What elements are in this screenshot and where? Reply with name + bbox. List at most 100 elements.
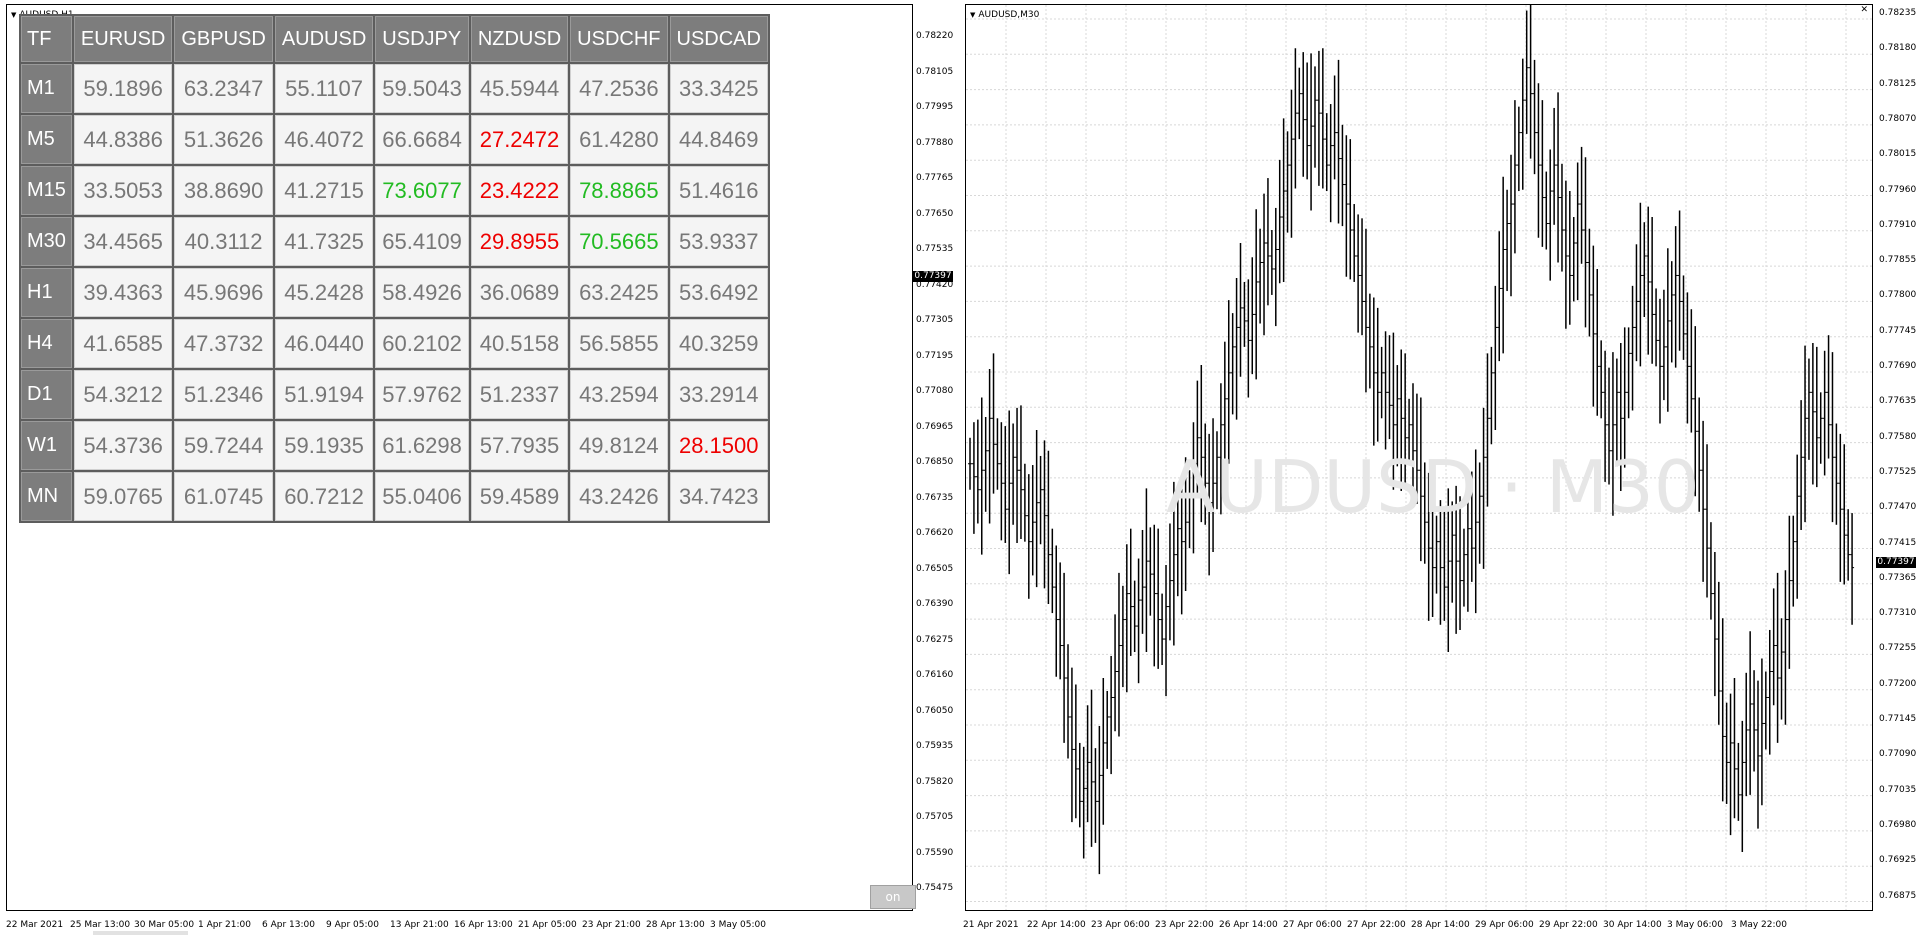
ohlc-bar	[1642, 222, 1647, 318]
time-tick-label: 22 Apr 14:00	[1027, 920, 1086, 930]
ohlc-bar	[1575, 162, 1580, 301]
rsi-value-cell: 57.7935	[470, 421, 569, 470]
time-tick-label: 3 May 06:00	[1667, 920, 1723, 930]
rsi-value-cell: 28.1500	[669, 421, 768, 470]
ohlc-bar	[1116, 572, 1121, 737]
chart-window-audusd-m30[interactable]: ▼ AUDUSD,M30 ✕ AUDUSD · M30 0.78235 0.7818…	[960, 0, 1920, 935]
ohlc-bar	[1371, 297, 1376, 446]
ohlc-bar	[1026, 474, 1031, 599]
ohlc-bar	[1320, 48, 1325, 189]
chart-window-audusd-h1[interactable]: ▼AUDUSD,H1 AUDUSD · H1 TFEURUSDGBPUSDAUD…	[0, 0, 957, 935]
time-tick-label: 23 Apr 21:00	[582, 920, 641, 930]
ohlc-bar	[1748, 631, 1753, 795]
ohlc-bar	[1705, 444, 1710, 598]
rsi-value-cell: 49.8124	[570, 421, 668, 470]
ohlc-bar	[1783, 570, 1788, 725]
ohlc-bar	[1638, 202, 1643, 367]
ohlc-bar	[1007, 410, 1012, 575]
horizontal-scrollbar[interactable]	[93, 931, 188, 935]
time-tick-label: 27 Apr 06:00	[1283, 920, 1342, 930]
ohlc-bar	[1258, 228, 1263, 324]
price-tick-label: 0.76980	[1879, 819, 1917, 830]
close-icon[interactable]: ✕	[1860, 5, 1868, 15]
rsi-value-cell: 43.2594	[570, 370, 668, 419]
ohlc-bar	[1603, 350, 1608, 482]
ohlc-bar	[1779, 618, 1784, 720]
column-header-nzdusd: NZDUSD	[470, 16, 569, 62]
rsi-value-cell: 23.4222	[470, 166, 569, 215]
ohlc-bar	[1293, 48, 1298, 189]
rsi-value-cell: 40.5158	[470, 319, 569, 368]
ohlc-bar	[1850, 513, 1855, 625]
time-tick-label: 21 Apr 05:00	[518, 920, 577, 930]
ohlc-bar	[1066, 644, 1071, 759]
ohlc-bar	[1842, 444, 1847, 585]
ohlc-bar	[1587, 228, 1592, 337]
price-axis[interactable]: 0.78235 0.78180 0.78125 0.78070 0.78015 0.779…	[1873, 0, 1920, 912]
chart-plot-area[interactable]: ▼AUDUSD,H1 AUDUSD · H1 TFEURUSDGBPUSDAUD…	[6, 4, 916, 911]
chart-plot-area[interactable]: ▼ AUDUSD,M30 ✕ AUDUSD · M30	[965, 4, 1873, 911]
ohlc-bar	[1363, 228, 1368, 393]
rsi-value-cell: 55.1107	[274, 64, 374, 113]
ohlc-bar	[1501, 176, 1506, 354]
rsi-value-cell: 45.5944	[470, 64, 569, 113]
time-tick-label: 25 Mar 13:00	[70, 920, 131, 930]
column-header-audusd: AUDUSD	[274, 16, 374, 62]
rsi-value-cell: 51.2337	[470, 370, 569, 419]
ohlc-bar	[1489, 346, 1494, 445]
rsi-value-cell: 61.6298	[375, 421, 469, 470]
ohlc-bar	[1559, 163, 1564, 272]
ohlc-bar	[1665, 248, 1670, 412]
price-tick-label: 0.77415	[1879, 537, 1917, 548]
ohlc-bar	[1732, 678, 1737, 819]
time-axis[interactable]: 21 Apr 2021 22 Apr 14:00 23 Apr 06:00 23 Ap…	[960, 913, 1872, 935]
ohlc-bar	[1775, 572, 1780, 743]
ohlc-bar	[1034, 429, 1039, 588]
ohlc-bar	[1222, 341, 1227, 459]
price-axis[interactable]: 0.78220 0.78105 0.77995 0.77880 0.77765 0.776…	[910, 0, 957, 912]
time-tick-label: 29 Apr 06:00	[1475, 920, 1534, 930]
time-tick-label: 28 Apr 13:00	[646, 920, 705, 930]
ohlc-bar	[1493, 285, 1498, 430]
rsi-value-cell: 45.2428	[274, 268, 374, 317]
table-row-mn: MN 59.0765 61.0745 60.7212 55.0406 59.4589 43.…	[21, 472, 768, 521]
ohlc-bar	[1759, 658, 1764, 806]
ohlc-bar	[1152, 524, 1157, 667]
ohlc-bar	[1356, 214, 1361, 333]
table-row-w1: W1 54.3736 59.7244 59.1935 61.6298 57.7935 49.…	[21, 421, 768, 470]
rsi-value-cell: 61.0745	[174, 472, 273, 521]
ohlc-bar	[983, 416, 988, 512]
ohlc-bar	[1344, 135, 1349, 277]
ohlc-bar	[1305, 62, 1310, 180]
current-price-marker: 0.77397	[1876, 557, 1916, 568]
timeframe-cell: H1	[21, 268, 72, 317]
ohlc-bar	[1030, 465, 1035, 576]
ohlc-bar	[1207, 433, 1212, 576]
time-tick-label: 23 Apr 22:00	[1155, 920, 1214, 930]
ohlc-bar	[1015, 407, 1020, 543]
ohlc-bar	[1058, 562, 1063, 680]
ohlc-bar	[1661, 289, 1666, 401]
ohlc-bar	[1681, 275, 1686, 360]
rsi-value-cell: 59.0765	[73, 472, 173, 521]
ohlc-bar	[1218, 383, 1223, 515]
ohlc-bar	[1148, 527, 1153, 616]
rsi-value-cell: 73.6077	[375, 166, 469, 215]
ohlc-bar	[1736, 742, 1741, 821]
ohlc-bar	[991, 353, 996, 494]
price-tick-label: 0.75820	[916, 776, 954, 787]
rsi-value-cell: 51.4616	[669, 166, 768, 215]
time-tick-label: 28 Apr 14:00	[1411, 920, 1470, 930]
ohlc-bar	[1391, 332, 1396, 490]
rsi-value-cell: 59.4589	[470, 472, 569, 521]
ohlc-bar	[1226, 300, 1231, 464]
price-tick-label: 0.77635	[1879, 396, 1917, 407]
rsi-value-cell: 51.3626	[174, 115, 273, 164]
rsi-value-cell: 41.7325	[274, 217, 374, 266]
time-tick-label: 13 Apr 21:00	[390, 920, 449, 930]
time-axis[interactable]: 22 Mar 2021 25 Mar 13:00 30 Mar 05:00 1 Apr…	[0, 913, 912, 935]
ohlc-bar	[1136, 558, 1141, 684]
ohlc-bar	[1211, 418, 1216, 553]
ohlc-bar	[1230, 313, 1235, 415]
on-button[interactable]: on	[870, 885, 916, 909]
